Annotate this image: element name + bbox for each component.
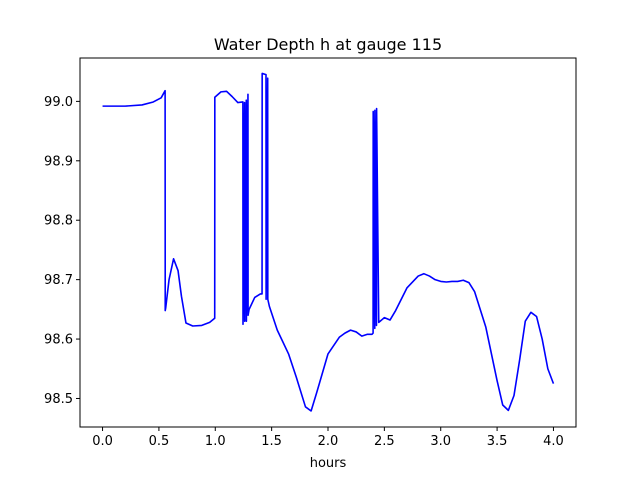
x-tick-label: 0.5 [149,434,170,449]
y-tick-label: 99.0 [44,95,73,110]
x-tick-label: 3.0 [430,434,451,449]
x-tick-label: 2.0 [318,434,339,449]
series-line [102,72,555,412]
x-tick-label: 3.5 [487,434,508,449]
x-tick-label: 1.0 [205,434,226,449]
y-tick-label: 98.8 [44,214,73,229]
plot-area [80,58,576,427]
y-axis: 98.5 98.6 98.7 98.8 98.9 99.0 [44,95,80,407]
x-axis: 0.0 0.5 1.0 1.5 2.0 2.5 3.0 3.5 4.0 [92,427,564,449]
y-tick-label: 98.9 [44,154,73,169]
chart-title: Water Depth h at gauge 115 [214,35,442,54]
plot-frame [79,57,577,428]
x-axis-label: hours [310,456,347,471]
x-tick-label: 2.5 [374,434,395,449]
x-tick-label: 1.5 [261,434,282,449]
y-tick-label: 98.6 [44,333,73,348]
y-tick-label: 98.5 [44,392,73,407]
x-tick-label: 0.0 [92,434,113,449]
y-tick-label: 98.7 [44,273,73,288]
x-tick-label: 4.0 [543,434,564,449]
